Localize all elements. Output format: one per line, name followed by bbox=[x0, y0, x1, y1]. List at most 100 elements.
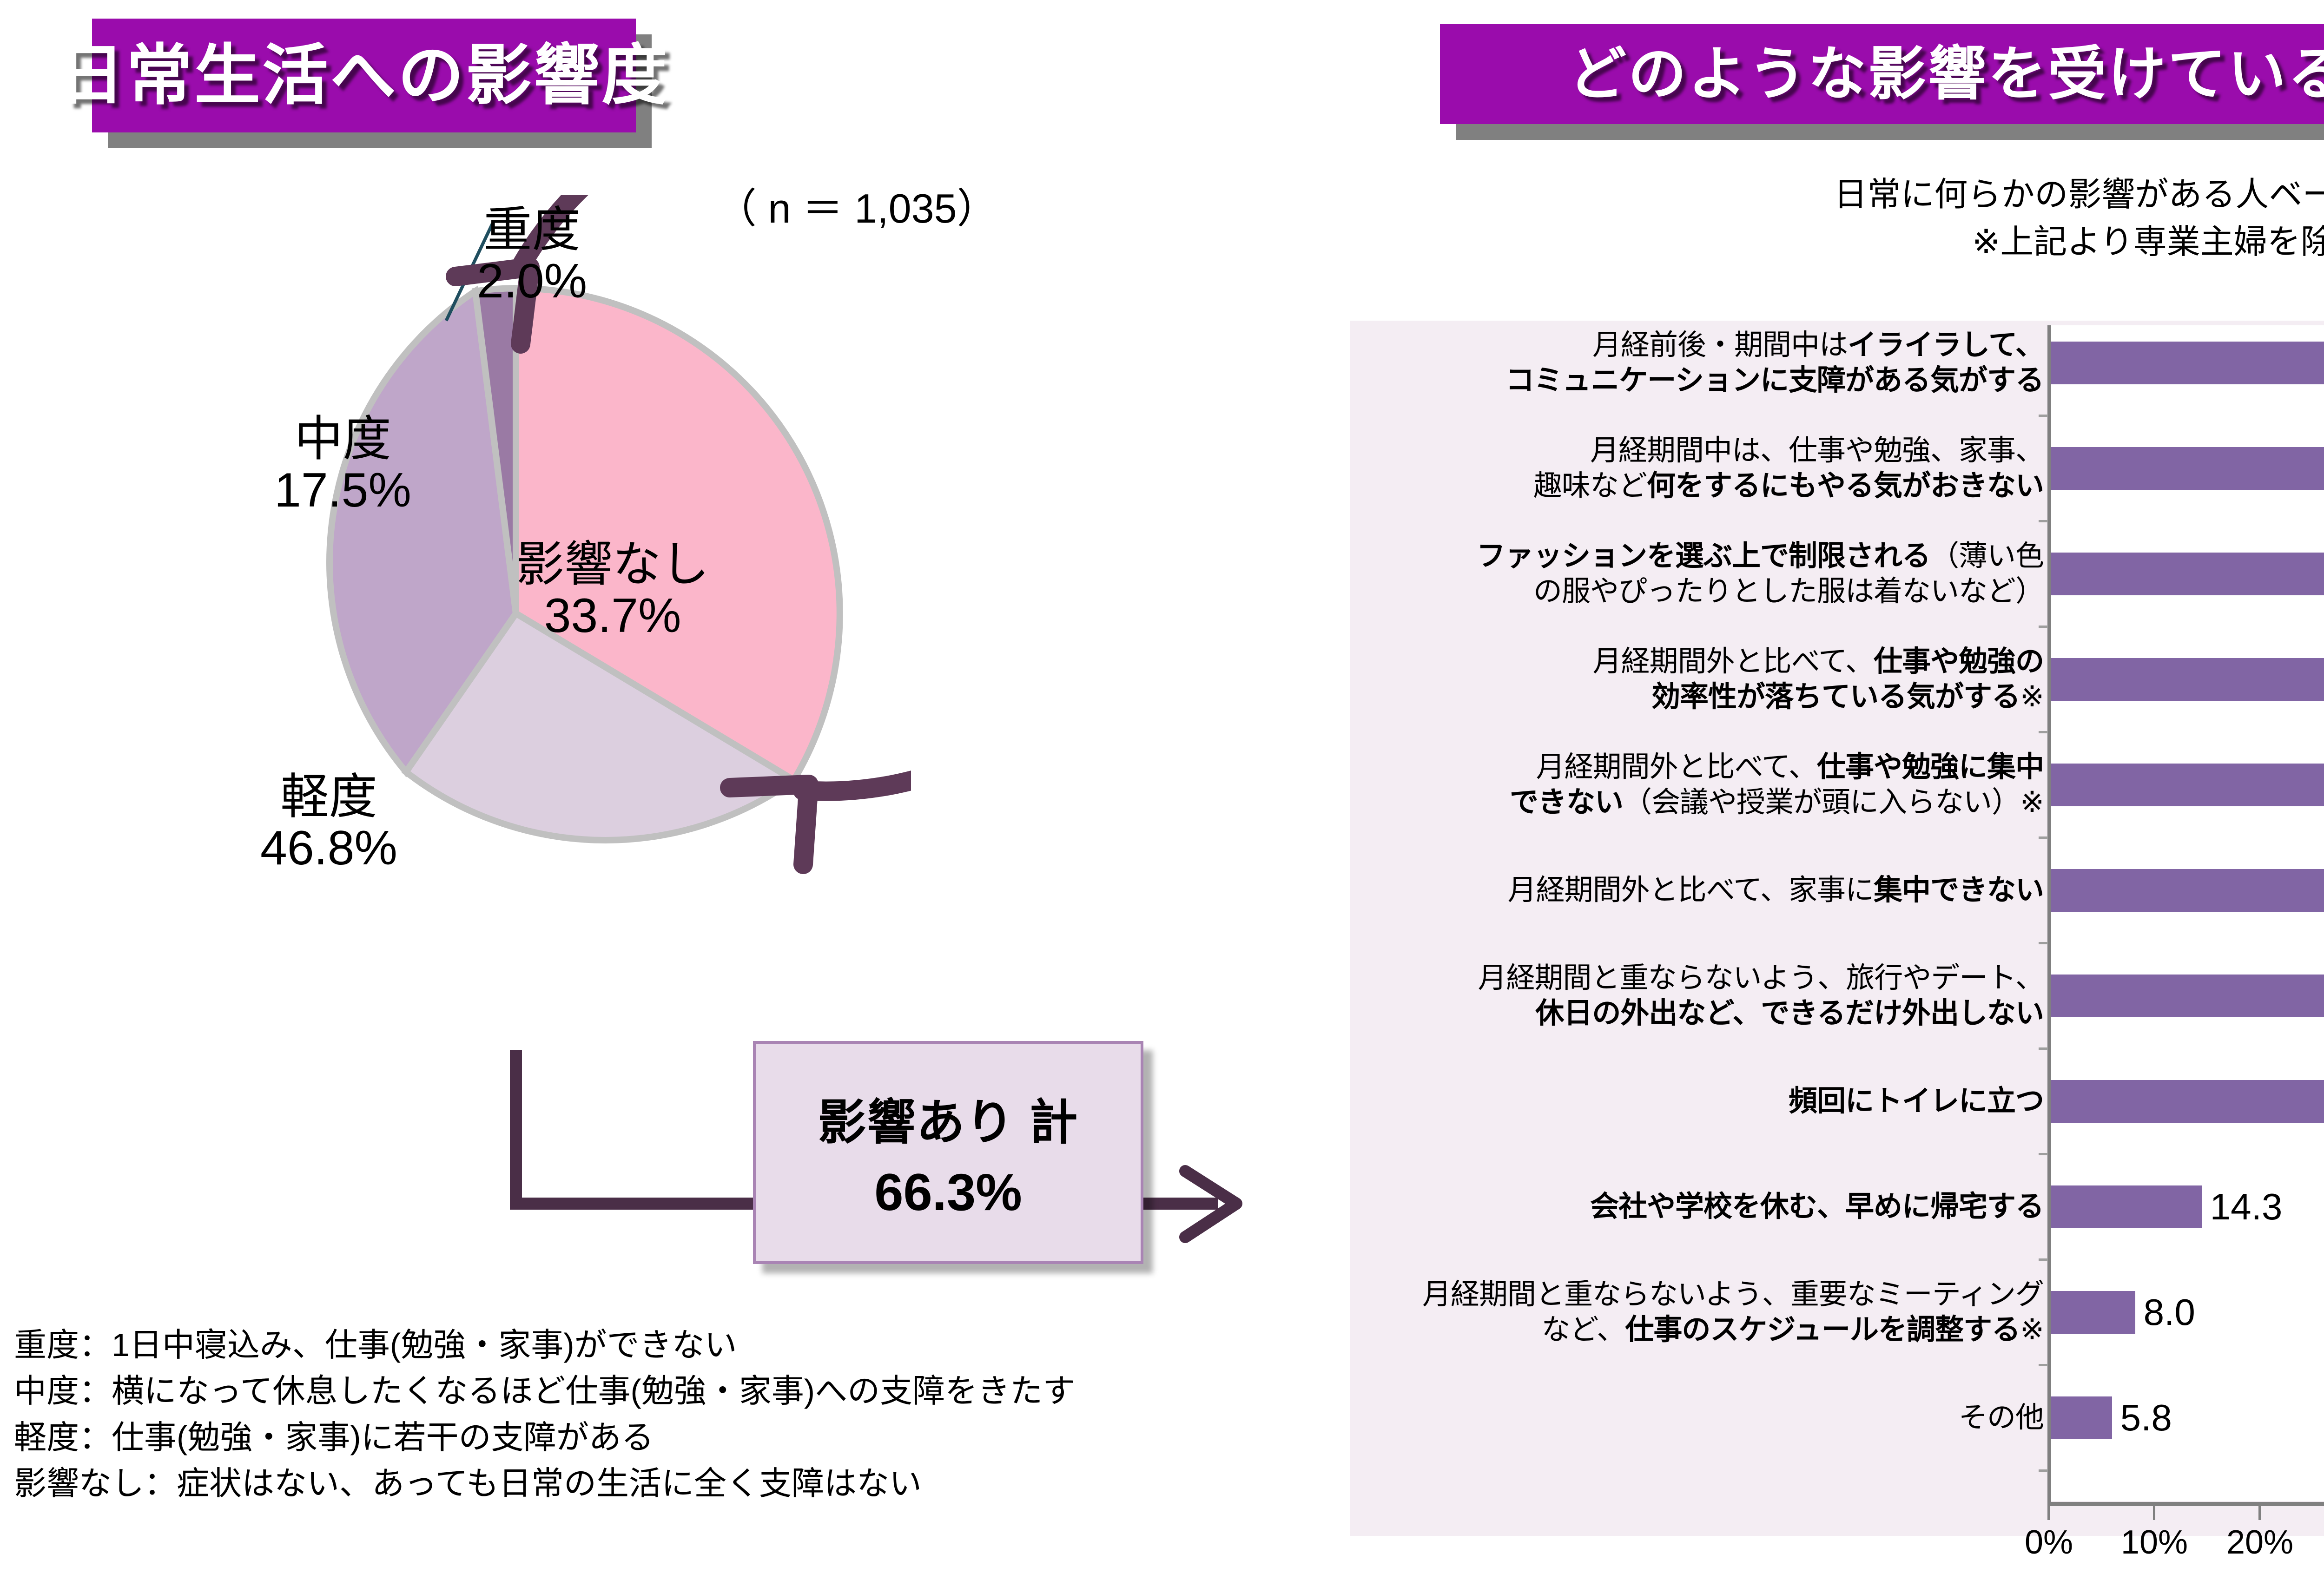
pie-label-chudo-name: 中度 bbox=[294, 412, 391, 466]
callout-value: 66.3% bbox=[874, 1163, 1022, 1221]
base-note-line-1: 日常に何らかの影響がある人ベース（n=686 複数回答） bbox=[1834, 176, 2324, 213]
bar bbox=[2051, 1291, 2135, 1334]
bar-row-label-line: 月経期間と重ならないよう、重要なミーティング bbox=[1374, 1277, 2044, 1312]
label-emphasis: 会社や学校を休む、早めに帰宅する bbox=[1590, 1191, 2044, 1223]
pie-slice-chudo bbox=[326, 285, 520, 777]
pie-slice-jyudo bbox=[471, 284, 519, 614]
left-title-text: 日常生活への影響度 bbox=[59, 38, 669, 112]
right-title-banner: どのような影響を受けているか bbox=[1440, 24, 2324, 140]
bar bbox=[2051, 975, 2324, 1017]
pie-label-keido-value: 46.8% bbox=[260, 821, 397, 876]
label-emphasis: 休日の外出など、できるだけ外出しない bbox=[1535, 997, 2044, 1029]
bar-row-label: 月経期間外と比べて、仕事や勉強に集中 できない（会議や授業が頭に入らない）※ bbox=[1374, 750, 2044, 820]
y-axis-tick bbox=[2039, 942, 2048, 944]
y-axis-tick bbox=[2039, 520, 2048, 522]
base-note-line-2: ※上記より専業主婦を除く（n=488 複数回答） bbox=[1972, 224, 2324, 261]
label-plain: など、 bbox=[1541, 1313, 1625, 1346]
bar-value-label: 14.3 bbox=[2210, 1186, 2283, 1227]
severity-legend-line-keido: 軽度：仕事(勉強・家事)に若干の支障がある bbox=[14, 1419, 654, 1455]
pie-label-chudo: 中度 17.5% bbox=[274, 414, 411, 516]
bar-row-label: 月経期間中は、仕事や勉強、家事、 趣味など何をするにもやる気がおきない bbox=[1374, 433, 2044, 503]
label-emphasis: コミュニケーションに支障がある気がする bbox=[1505, 364, 2044, 396]
bar bbox=[2051, 869, 2324, 912]
label-plain: 月経期間外と比べて、 bbox=[1592, 645, 1874, 678]
bar-row-label: 会社や学校を休む、早めに帰宅する bbox=[1374, 1189, 2044, 1225]
bar bbox=[2051, 1185, 2202, 1228]
bar-row-label-line: コミュニケーションに支障がある気がする bbox=[1374, 363, 2044, 398]
label-plain: 月経期間外と比べて、家事に bbox=[1507, 874, 1874, 906]
y-axis-tick bbox=[2039, 1153, 2048, 1155]
label-emphasis: イライラして、 bbox=[1847, 329, 2044, 361]
label-emphasis: 効率性が落ちている気がする bbox=[1651, 680, 2020, 713]
bar-value-label: 5.8 bbox=[2120, 1397, 2172, 1438]
connector-elbow bbox=[510, 1050, 762, 1210]
label-plain: 月経期間中は、仕事や勉強、家事、 bbox=[1590, 435, 2044, 467]
x-axis-tick bbox=[2258, 1506, 2261, 1520]
bar-row-label-line: 月経期間外と比べて、仕事や勉強に集中 bbox=[1374, 750, 2044, 785]
bar-row-label-line: ファッションを選ぶ上で制限される（薄い色 bbox=[1374, 539, 2044, 574]
x-axis-tick-label: 0% bbox=[2024, 1524, 2073, 1561]
bar bbox=[2051, 658, 2324, 701]
bar-row-label: 月経期間外と比べて、仕事や勉強の 効率性が落ちている気がする※ bbox=[1374, 644, 2044, 714]
pie-slice-keido bbox=[401, 609, 800, 843]
label-plain: 月経期間と重ならないよう、旅行やデート、 bbox=[1478, 962, 2044, 994]
y-axis-tick bbox=[2039, 626, 2048, 628]
label-emphasis: 頻回にトイレに立つ bbox=[1788, 1085, 2044, 1117]
label-plain: （薄い色 bbox=[1930, 540, 2044, 572]
pie-sample-size-label: （ n ＝ 1,035） bbox=[716, 185, 998, 231]
pie-slice-eikyo-nashi bbox=[513, 284, 843, 785]
severity-legend-line-jyudo: 重度：1日中寝込み、仕事(勉強・家事)ができない bbox=[14, 1327, 737, 1363]
y-axis-tick bbox=[2039, 415, 2048, 417]
bar-row-label-line: など、仕事のスケジュールを調整する※ bbox=[1374, 1312, 2044, 1348]
label-plain: 月経期間外と比べて、 bbox=[1536, 751, 1817, 783]
bar-row-label-line: 月経期間中は、仕事や勉強、家事、 bbox=[1374, 433, 2044, 468]
x-axis-tick bbox=[2153, 1506, 2155, 1520]
severity-legend: 重度：1日中寝込み、仕事(勉強・家事)ができない 中度：横になって休息したくなる… bbox=[14, 1322, 1222, 1507]
label-plain: その他 bbox=[1958, 1402, 2044, 1434]
x-axis-tick-label: 20% bbox=[2226, 1524, 2294, 1561]
label-emphasis: 仕事や勉強に集中 bbox=[1816, 751, 2044, 783]
label-plain: 趣味など bbox=[1533, 469, 1647, 502]
pie-label-jyudo: 重度 2.0% bbox=[477, 204, 587, 307]
bar-row-label-line: 頻回にトイレに立つ bbox=[1374, 1084, 2044, 1119]
pie-label-eikyo-nashi-name: 影響なし bbox=[516, 538, 710, 592]
pie-label-eikyo-nashi-value: 33.7% bbox=[544, 589, 681, 643]
label-emphasis: ファッションを選ぶ上で制限される bbox=[1476, 540, 1931, 572]
callout-title: 影響あり 計 bbox=[818, 1096, 1079, 1150]
bar-row-label-line: できない（会議や授業が頭に入らない）※ bbox=[1374, 785, 2044, 820]
label-emphasis: 集中できない bbox=[1873, 874, 2044, 906]
bar-row-label: 月経期間外と比べて、家事に集中できない bbox=[1374, 873, 2044, 908]
bar bbox=[2051, 764, 2324, 806]
arc-arrowhead-top bbox=[446, 257, 540, 354]
severity-legend-line-nashi: 影響なし：症状はない、あっても日常の生活に全く支障はない bbox=[14, 1465, 922, 1502]
y-axis-tick bbox=[2039, 836, 2048, 839]
bar-row-label-line: 月経期間外と比べて、仕事や勉強の bbox=[1374, 644, 2044, 679]
y-axis-tick bbox=[2039, 1469, 2048, 1472]
pie-label-jyudo-value: 2.0% bbox=[477, 254, 588, 309]
label-plain: （会議や授業が頭に入らない）※ bbox=[1623, 786, 2044, 818]
bar-row-label: 頻回にトイレに立つ bbox=[1374, 1084, 2044, 1119]
pie-label-chudo-value: 17.5% bbox=[274, 463, 411, 518]
bar-row-label-line: 月経前後・期間中はイライラして、 bbox=[1374, 328, 2044, 363]
pie-label-keido: 軽度 46.8% bbox=[260, 771, 397, 874]
bar-row-label-line: 会社や学校を休む、早めに帰宅する bbox=[1374, 1189, 2044, 1225]
bar bbox=[2051, 553, 2324, 595]
label-emphasis: 仕事や勉強の bbox=[1873, 645, 2044, 678]
bar-row-label-line: 月経期間と重ならないよう、旅行やデート、 bbox=[1374, 961, 2044, 996]
y-axis-tick bbox=[2039, 731, 2048, 733]
y-axis-tick bbox=[2039, 1364, 2048, 1366]
pie-label-keido-name: 軽度 bbox=[280, 770, 377, 824]
left-title-banner: 日常生活への影響度 bbox=[59, 19, 667, 148]
y-axis-tick bbox=[2039, 1047, 2048, 1050]
bar-row-label: 月経前後・期間中はイライラして、 コミュニケーションに支障がある気がする bbox=[1374, 328, 2044, 398]
x-axis-tick-label: 10% bbox=[2120, 1524, 2188, 1561]
label-plain: の服やぴったりとした服は着ないなど） bbox=[1533, 575, 2044, 607]
label-plain: 月経前後・期間中は bbox=[1592, 329, 1848, 361]
bar bbox=[2051, 342, 2324, 384]
label-emphasis: 何をするにもやる気がおきない bbox=[1646, 469, 2044, 502]
x-axis-tick bbox=[2047, 1506, 2050, 1520]
bar-row-label-line: その他 bbox=[1374, 1400, 2044, 1436]
bar-row-label: その他 bbox=[1374, 1400, 2044, 1436]
bar bbox=[2051, 1396, 2112, 1439]
bar-value-label: 8.0 bbox=[2143, 1291, 2195, 1333]
